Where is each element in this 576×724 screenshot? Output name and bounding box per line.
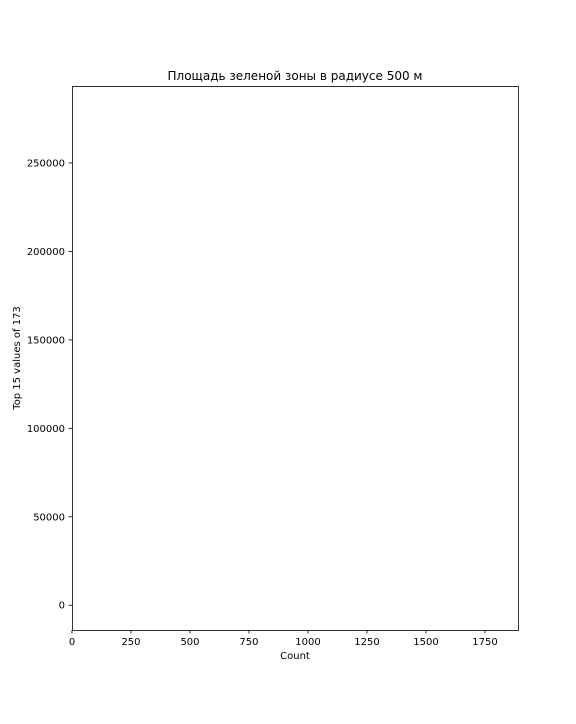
x-tick-label: 1250 <box>354 637 379 648</box>
x-tick-label: 250 <box>121 637 140 648</box>
x-tick-label: 1500 <box>413 637 438 648</box>
y-tick-label: 250000 <box>27 158 65 169</box>
y-axis-label: Top 15 values of 173 <box>12 306 23 411</box>
x-tick-label: 1750 <box>472 637 497 648</box>
x-axis-label: Count <box>280 651 310 662</box>
y-tick-label: 100000 <box>27 424 65 435</box>
y-tick-label: 150000 <box>27 335 65 346</box>
y-tick-label: 50000 <box>33 512 65 523</box>
y-axis-ticks: 0 50000 100000 150000 200000 250000 <box>27 158 72 612</box>
x-tick-label: 750 <box>239 637 258 648</box>
chart-title: Площадь зеленой зоны в радиусе 500 м <box>168 69 423 83</box>
y-tick-label: 0 <box>59 601 65 612</box>
x-tick-label: 1000 <box>295 637 320 648</box>
y-tick-label: 200000 <box>27 247 65 258</box>
plot-frame <box>72 86 519 631</box>
x-tick-label: 500 <box>180 637 199 648</box>
x-tick-label: 0 <box>69 637 75 648</box>
x-axis-ticks: 0 250 500 750 1000 1250 1500 1750 <box>69 630 498 648</box>
